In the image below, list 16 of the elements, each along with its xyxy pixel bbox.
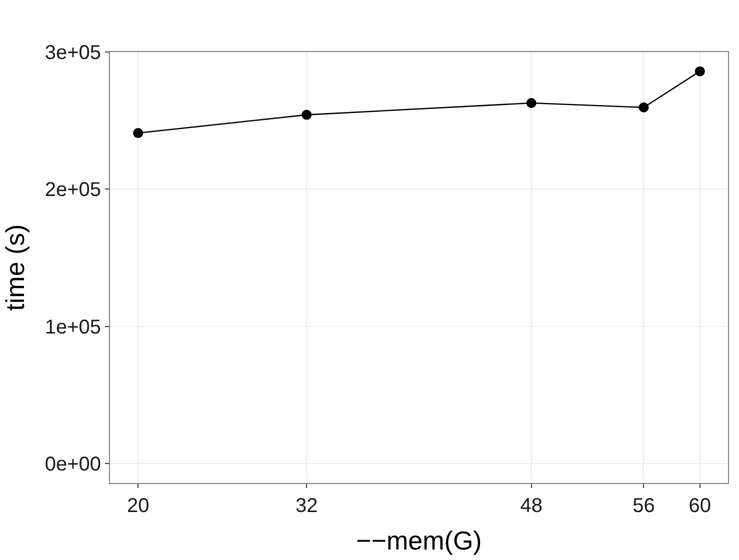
x-tick-label: 48 (520, 495, 542, 517)
x-tick-label: 20 (126, 495, 150, 517)
x-tick-label: 60 (688, 495, 712, 517)
y-tick-label: 3e+05 (44, 42, 101, 64)
point (694, 66, 705, 76)
x-tick-label: 32 (296, 495, 318, 517)
y-tick-label: 1e+05 (44, 316, 101, 338)
point (133, 128, 144, 138)
y-tick-label: 0e+00 (44, 453, 101, 476)
x-axis-title: −−mem(G) (356, 526, 482, 556)
y-axis-title: time (s) (0, 224, 30, 311)
x-tick-label: 56 (632, 495, 655, 517)
y-tick-label: 2e+05 (44, 179, 101, 202)
point (526, 98, 536, 108)
point (638, 102, 649, 112)
point (302, 110, 312, 120)
